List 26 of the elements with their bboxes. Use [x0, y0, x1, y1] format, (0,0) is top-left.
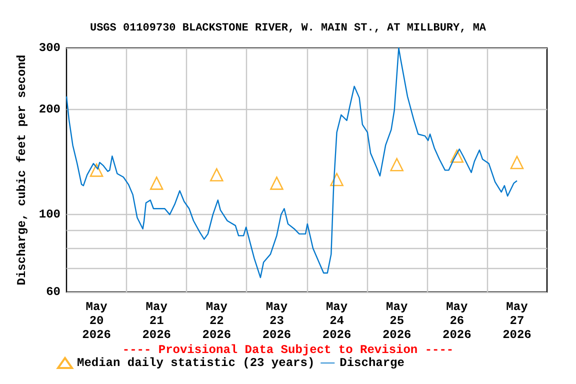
x-tick-label: May 22 2026 — [202, 300, 232, 342]
y-tick-label: 60 — [46, 285, 61, 299]
y-tick-label: 200 — [38, 102, 61, 116]
point — [150, 176, 164, 190]
x-tick-label: May 27 2026 — [502, 300, 532, 342]
point — [90, 164, 104, 177]
y-axis-title: Discharge, cubic feet per second — [15, 54, 29, 286]
y-tick-label: 100 — [38, 208, 61, 222]
point — [210, 168, 224, 182]
point — [330, 172, 344, 186]
x-tick-label: May 24 2026 — [322, 300, 352, 342]
legend-label: Median daily statistic (23 years) — [77, 356, 315, 370]
x-tick-label: May 25 2026 — [382, 300, 412, 342]
y-tick-label: 300 — [38, 41, 61, 55]
x-tick-label: May 26 2026 — [442, 300, 472, 342]
x-tick-label: May 23 2026 — [262, 300, 292, 342]
x-tick-label: May 21 2026 — [142, 300, 172, 342]
chart-title: USGS 01109730 BLACKSTONE RIVER, W. MAIN ST., AT MILLBURY, MA — [90, 22, 486, 34]
point — [390, 158, 404, 172]
line-series — [66, 47, 518, 278]
point — [510, 156, 524, 170]
point — [270, 176, 284, 190]
legend-label: Discharge — [340, 356, 404, 370]
point — [450, 150, 464, 163]
x-tick-label: May 20 2026 — [82, 300, 111, 342]
text: ---- Provisional Data Subject to Revision ---- — [122, 343, 454, 357]
